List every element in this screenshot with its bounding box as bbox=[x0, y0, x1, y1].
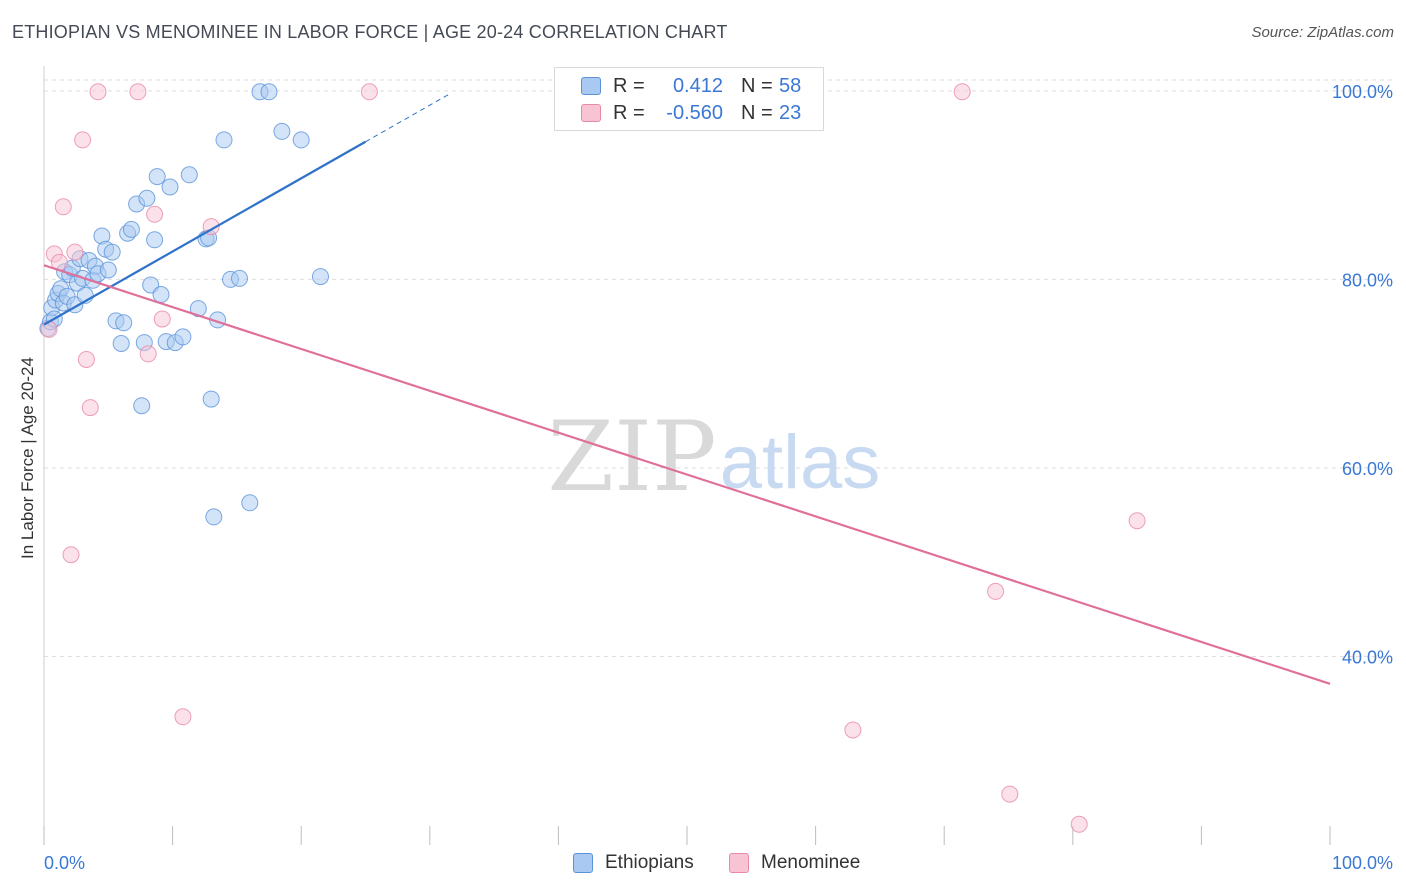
ethiopians-point-33 bbox=[138, 189, 156, 207]
menominee-point-16 bbox=[360, 83, 378, 101]
ethiopians-point-51 bbox=[231, 269, 248, 287]
ethiopians-point-55 bbox=[273, 122, 291, 140]
n-label: N = bbox=[741, 101, 773, 124]
menominee-point-5 bbox=[66, 243, 84, 261]
menominee-point-8 bbox=[81, 399, 99, 417]
ethiopians-point-41 bbox=[174, 328, 192, 346]
menominee-trendline bbox=[43, 264, 1331, 685]
n-value: 23 bbox=[779, 101, 802, 124]
ethiopians-point-47 bbox=[205, 508, 223, 526]
menominee-point-12 bbox=[146, 205, 164, 223]
menominee-point-7 bbox=[77, 351, 95, 368]
menominee-point-14 bbox=[174, 708, 192, 726]
ethiopians-point-49 bbox=[215, 131, 233, 149]
menominee-point-11 bbox=[139, 345, 157, 363]
ethiopians-point-31 bbox=[133, 397, 151, 415]
ethiopians-point-29 bbox=[122, 220, 140, 238]
ethiopians-point-42 bbox=[180, 166, 198, 184]
source-credit: Source: ZipAtlas.com bbox=[1251, 24, 1394, 41]
x-tick-label-min: 0.0% bbox=[44, 853, 85, 873]
legend-item-menominee[interactable]: Menominee bbox=[729, 852, 860, 874]
menominee-point-4 bbox=[62, 546, 80, 564]
ethiopians-point-54 bbox=[260, 83, 278, 101]
ethiopians-point-23 bbox=[99, 261, 117, 279]
watermark-atlas: atlas bbox=[720, 420, 881, 505]
menominee-point-3 bbox=[54, 198, 72, 216]
r-value: 0.412 bbox=[672, 74, 723, 97]
ethiopians-point-56 bbox=[292, 131, 310, 149]
chart-title: ETHIOPIAN VS MENOMINEE IN LABOR FORCE | … bbox=[12, 22, 728, 42]
menominee-point-22 bbox=[1128, 512, 1146, 530]
menominee-point-0 bbox=[40, 320, 58, 338]
y-tick-label-40: 40.0% bbox=[1342, 647, 1393, 667]
ethiopians-trendline bbox=[43, 140, 367, 326]
ethiopians-point-39 bbox=[161, 178, 179, 196]
menominee-point-18 bbox=[953, 83, 971, 101]
ethiopians-point-24 bbox=[103, 243, 121, 261]
menominee-legend-swatch bbox=[729, 853, 749, 873]
y-tick-label-100: 100.0% bbox=[1332, 82, 1393, 102]
menominee-point-19 bbox=[987, 582, 1005, 600]
ethiopians-trendline-extension bbox=[365, 93, 451, 143]
r-label: R = bbox=[613, 74, 645, 97]
menominee-point-13 bbox=[153, 310, 171, 328]
x-tick-label-max: 100.0% bbox=[1332, 853, 1393, 873]
menominee-point-17 bbox=[844, 721, 862, 739]
ethiopians-point-36 bbox=[148, 168, 166, 186]
n-value: 58 bbox=[779, 74, 802, 97]
r-label: R = bbox=[613, 101, 645, 124]
ethiopians-point-46 bbox=[202, 390, 220, 408]
y-axis-label: In Labor Force | Age 20-24 bbox=[18, 357, 37, 559]
stats-legend: R = 0.412 N = 58 R = -0.560 N = 23 bbox=[554, 67, 824, 131]
stats-row-menominee: R = -0.560 N = 23 bbox=[581, 101, 801, 125]
r-value: -0.560 bbox=[666, 101, 723, 124]
menominee-point-6 bbox=[74, 131, 92, 149]
ethiopians-point-27 bbox=[115, 314, 133, 332]
ethiopians-point-35 bbox=[146, 231, 164, 249]
ethiopians-point-37 bbox=[152, 286, 170, 303]
menominee-point-20 bbox=[1001, 785, 1019, 803]
ethiopians-point-26 bbox=[112, 335, 130, 352]
ethiopians-point-57 bbox=[312, 268, 329, 286]
legend-label: Menominee bbox=[761, 852, 861, 873]
n-label: N = bbox=[741, 74, 773, 97]
legend-label: Ethiopians bbox=[605, 852, 694, 873]
menominee-swatch bbox=[581, 104, 601, 122]
stats-row-ethiopians: R = 0.412 N = 58 bbox=[581, 74, 801, 98]
menominee-point-21 bbox=[1070, 815, 1088, 833]
menominee-point-9 bbox=[89, 83, 107, 101]
legend-item-ethiopians[interactable]: Ethiopians bbox=[573, 852, 694, 874]
ethiopians-legend-swatch bbox=[573, 853, 593, 873]
menominee-point-10 bbox=[129, 83, 147, 101]
ethiopians-point-52 bbox=[241, 494, 259, 512]
y-tick-label-60: 60.0% bbox=[1342, 459, 1393, 479]
ethiopians-swatch bbox=[581, 77, 601, 95]
y-tick-label-80: 80.0% bbox=[1342, 270, 1393, 290]
watermark: ZIP atlas bbox=[547, 401, 880, 513]
